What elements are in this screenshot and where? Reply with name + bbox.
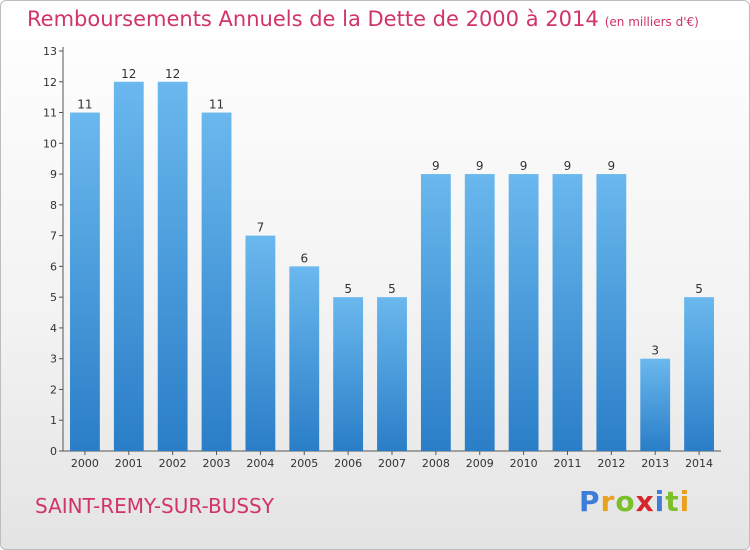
bar-2007 [377,297,407,451]
chart-title: Remboursements Annuels de la Dette de 20… [27,7,699,31]
bar-2013 [640,358,671,451]
x-tick-label: 2007 [378,457,406,470]
bar-2003 [201,112,232,452]
data-label: 9 [432,159,440,173]
data-label: 5 [388,282,396,296]
bar-2006 [333,297,364,451]
x-tick-label: 2008 [422,457,450,470]
y-tick-label: 5 [50,291,57,304]
logo-letter: r [600,485,616,518]
bar-2012 [596,174,627,452]
y-tick-label: 8 [50,199,57,212]
bar-2002 [157,81,188,452]
chart-title-unit: (en milliers d'€) [604,15,699,29]
proxiti-logo: Proxiti [579,485,690,518]
data-label: 7 [257,221,265,235]
data-label: 3 [651,344,659,358]
x-tick-label: 2005 [290,457,318,470]
y-tick-label: 4 [50,322,57,335]
x-tick-label: 2013 [641,457,669,470]
x-tick-label: 2000 [71,457,99,470]
x-tick-label: 2004 [246,457,274,470]
commune-name: SAINT-REMY-SUR-BUSSY [35,494,274,518]
y-tick-label: 1 [50,414,57,427]
y-tick-label: 13 [43,45,57,58]
bar-2011 [552,174,583,452]
data-label: 5 [695,282,703,296]
y-tick-label: 0 [50,445,57,458]
data-label: 12 [165,67,180,81]
data-label: 9 [520,159,528,173]
y-tick-label: 11 [43,107,57,120]
y-tick-label: 12 [43,76,57,89]
bar-2010 [508,174,539,452]
data-label: 5 [344,282,352,296]
y-tick-label: 10 [43,137,57,150]
bar-2005 [289,266,320,451]
data-label: 11 [209,98,224,112]
data-label: 9 [564,159,572,173]
data-label: 11 [77,98,92,112]
x-tick-label: 2012 [597,457,625,470]
logo-letter: i [679,485,691,518]
bar-2008 [420,174,451,452]
bar-2009 [464,174,495,452]
x-tick-label: 2001 [115,457,143,470]
x-tick-label: 2011 [553,457,581,470]
logo-letter: i [654,485,666,518]
x-tick-label: 2010 [510,457,538,470]
x-tick-label: 2003 [203,457,231,470]
y-tick-label: 9 [50,168,57,181]
data-label: 12 [121,67,136,81]
x-tick-label: 2006 [334,457,362,470]
bar-2014 [684,297,714,451]
x-tick-label: 2014 [685,457,713,470]
x-tick-label: 2009 [466,457,494,470]
logo-letter: o [615,485,636,518]
logo-letter: P [579,485,601,518]
bar-2004 [245,235,276,451]
y-tick-label: 7 [50,230,57,243]
data-label: 9 [608,159,616,173]
data-label: 9 [476,159,484,173]
logo-letter: t [665,485,680,518]
chart-title-text: Remboursements Annuels de la Dette de 20… [27,7,599,31]
y-tick-label: 3 [50,353,57,366]
bar-2001 [113,81,144,452]
logo-letter: x [635,485,655,518]
x-tick-label: 2002 [159,457,187,470]
y-tick-label: 2 [50,383,57,396]
data-label: 6 [300,251,308,265]
bar-2000 [70,112,100,452]
y-tick-label: 6 [50,260,57,273]
